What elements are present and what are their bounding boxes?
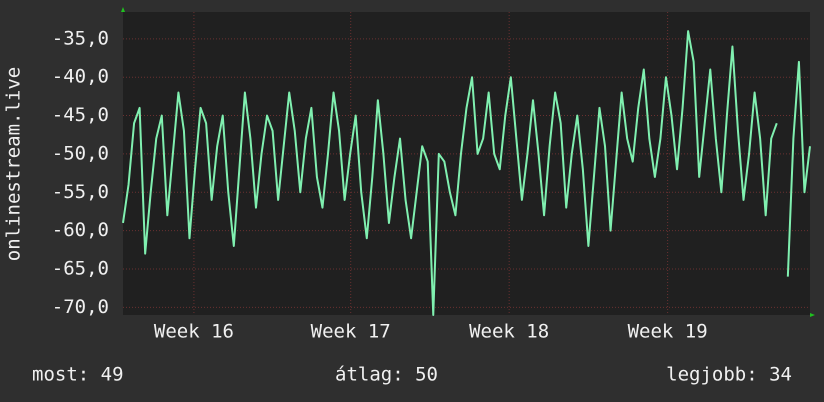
y-axis-label: onlinestream.live	[3, 67, 25, 261]
y-tick-label: -65,0	[52, 257, 109, 279]
y-tick-label: -60,0	[52, 219, 109, 241]
y-tick-label: -40,0	[52, 66, 109, 88]
footer-average: átlag: 50	[335, 364, 438, 386]
x-axis-arrow	[810, 313, 815, 317]
footer-current: most: 49	[32, 364, 124, 386]
y-tick-label: -45,0	[52, 104, 109, 126]
y-tick-label: -50,0	[52, 142, 109, 164]
x-tick-label: Week 18	[469, 321, 549, 343]
plot-area	[123, 12, 810, 315]
x-tick-label: Week 19	[628, 321, 708, 343]
data-line	[122, 30, 811, 316]
y-tick-label: -70,0	[52, 296, 109, 318]
y-axis-arrow	[121, 7, 125, 12]
x-tick-label: Week 16	[154, 321, 234, 343]
y-tick-label: -35,0	[52, 27, 109, 49]
y-tick-label: -55,0	[52, 181, 109, 203]
x-tick-label: Week 17	[311, 321, 391, 343]
footer-best: legjobb: 34	[666, 364, 792, 386]
